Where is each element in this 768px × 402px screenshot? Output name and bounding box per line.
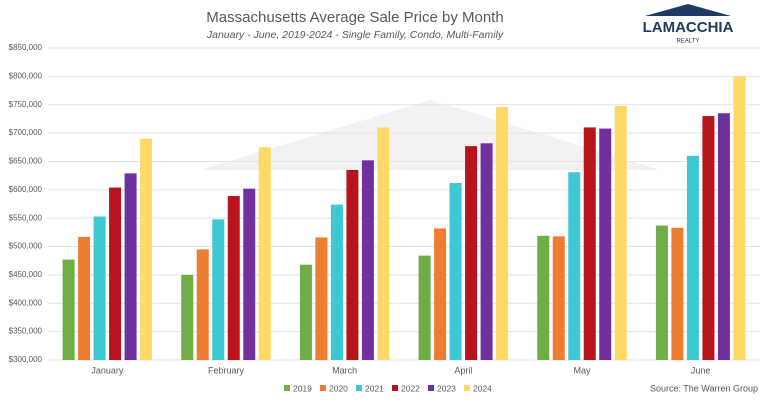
- y-tick-label: $750,000: [9, 100, 43, 109]
- x-tick-label: February: [208, 365, 245, 375]
- bar: [568, 172, 581, 360]
- x-tick-label: March: [332, 365, 357, 375]
- legend-swatch: [320, 385, 326, 391]
- legend-label: 2020: [329, 383, 348, 393]
- bar: [434, 228, 447, 360]
- bar: [62, 259, 75, 360]
- bar: [299, 264, 312, 360]
- y-tick-label: $300,000: [9, 355, 43, 364]
- legend-label: 2022: [401, 383, 420, 393]
- bar: [552, 236, 565, 360]
- bar: [124, 173, 137, 360]
- bar: [377, 127, 390, 360]
- logo-name: LAMACCHIA: [643, 19, 734, 36]
- legend-label: 2023: [437, 383, 456, 393]
- y-tick-label: $800,000: [9, 71, 43, 80]
- bar: [330, 204, 343, 360]
- logo-roof: [645, 4, 731, 16]
- watermark: [200, 100, 660, 170]
- bar: [243, 188, 256, 360]
- bar: [315, 237, 328, 360]
- bar: [196, 249, 209, 360]
- legend-swatch: [464, 385, 470, 391]
- bar: [109, 187, 122, 360]
- bar: [93, 216, 106, 360]
- logo: LAMACCHIA REALTY: [643, 4, 734, 45]
- legend-swatch: [392, 385, 398, 391]
- chart-subtitle: January - June, 2019-2024 - Single Famil…: [206, 29, 504, 41]
- bar: [671, 227, 684, 360]
- y-tick-label: $350,000: [9, 327, 43, 336]
- bar: [717, 113, 730, 361]
- legend-swatch: [428, 385, 434, 391]
- bar: [78, 236, 91, 360]
- bar: [599, 128, 612, 360]
- bar: [480, 143, 493, 360]
- bar: [702, 116, 715, 360]
- bar: [418, 255, 431, 360]
- legend-swatch: [284, 385, 290, 391]
- bar: [449, 183, 462, 360]
- bar: [140, 138, 153, 360]
- logo-tagline: REALTY: [677, 39, 700, 45]
- bar: [258, 147, 271, 360]
- legend-swatch: [356, 385, 362, 391]
- bar: [181, 274, 194, 360]
- bar: [733, 76, 746, 360]
- bar: [614, 105, 627, 360]
- bar: [686, 155, 699, 360]
- legend-label: 2019: [293, 383, 312, 393]
- y-tick-label: $500,000: [9, 242, 43, 251]
- source: Source: The Warren Group: [650, 383, 758, 393]
- y-tick-label: $650,000: [9, 157, 43, 166]
- bar: [583, 127, 596, 360]
- y-tick-label: $400,000: [9, 298, 43, 307]
- bar: [655, 225, 668, 360]
- y-tick-label: $550,000: [9, 213, 43, 222]
- bar: [465, 146, 478, 360]
- y-tick-label: $850,000: [9, 43, 43, 52]
- y-tick-label: $600,000: [9, 185, 43, 194]
- y-tick-label: $700,000: [9, 128, 43, 137]
- x-tick-label: January: [91, 365, 124, 375]
- bar: [227, 196, 240, 360]
- chart-title: Massachusetts Average Sale Price by Mont…: [206, 9, 503, 26]
- legend-label: 2021: [365, 383, 384, 393]
- bar: [346, 169, 359, 360]
- bar: [361, 160, 374, 360]
- x-tick-label: June: [691, 365, 711, 375]
- y-tick-label: $450,000: [9, 270, 43, 279]
- bar: [212, 219, 225, 360]
- bar: [496, 106, 509, 360]
- x-tick-label: April: [454, 365, 472, 375]
- bar: [537, 235, 550, 360]
- x-tick-label: May: [573, 365, 591, 375]
- legend-label: 2024: [473, 383, 492, 393]
